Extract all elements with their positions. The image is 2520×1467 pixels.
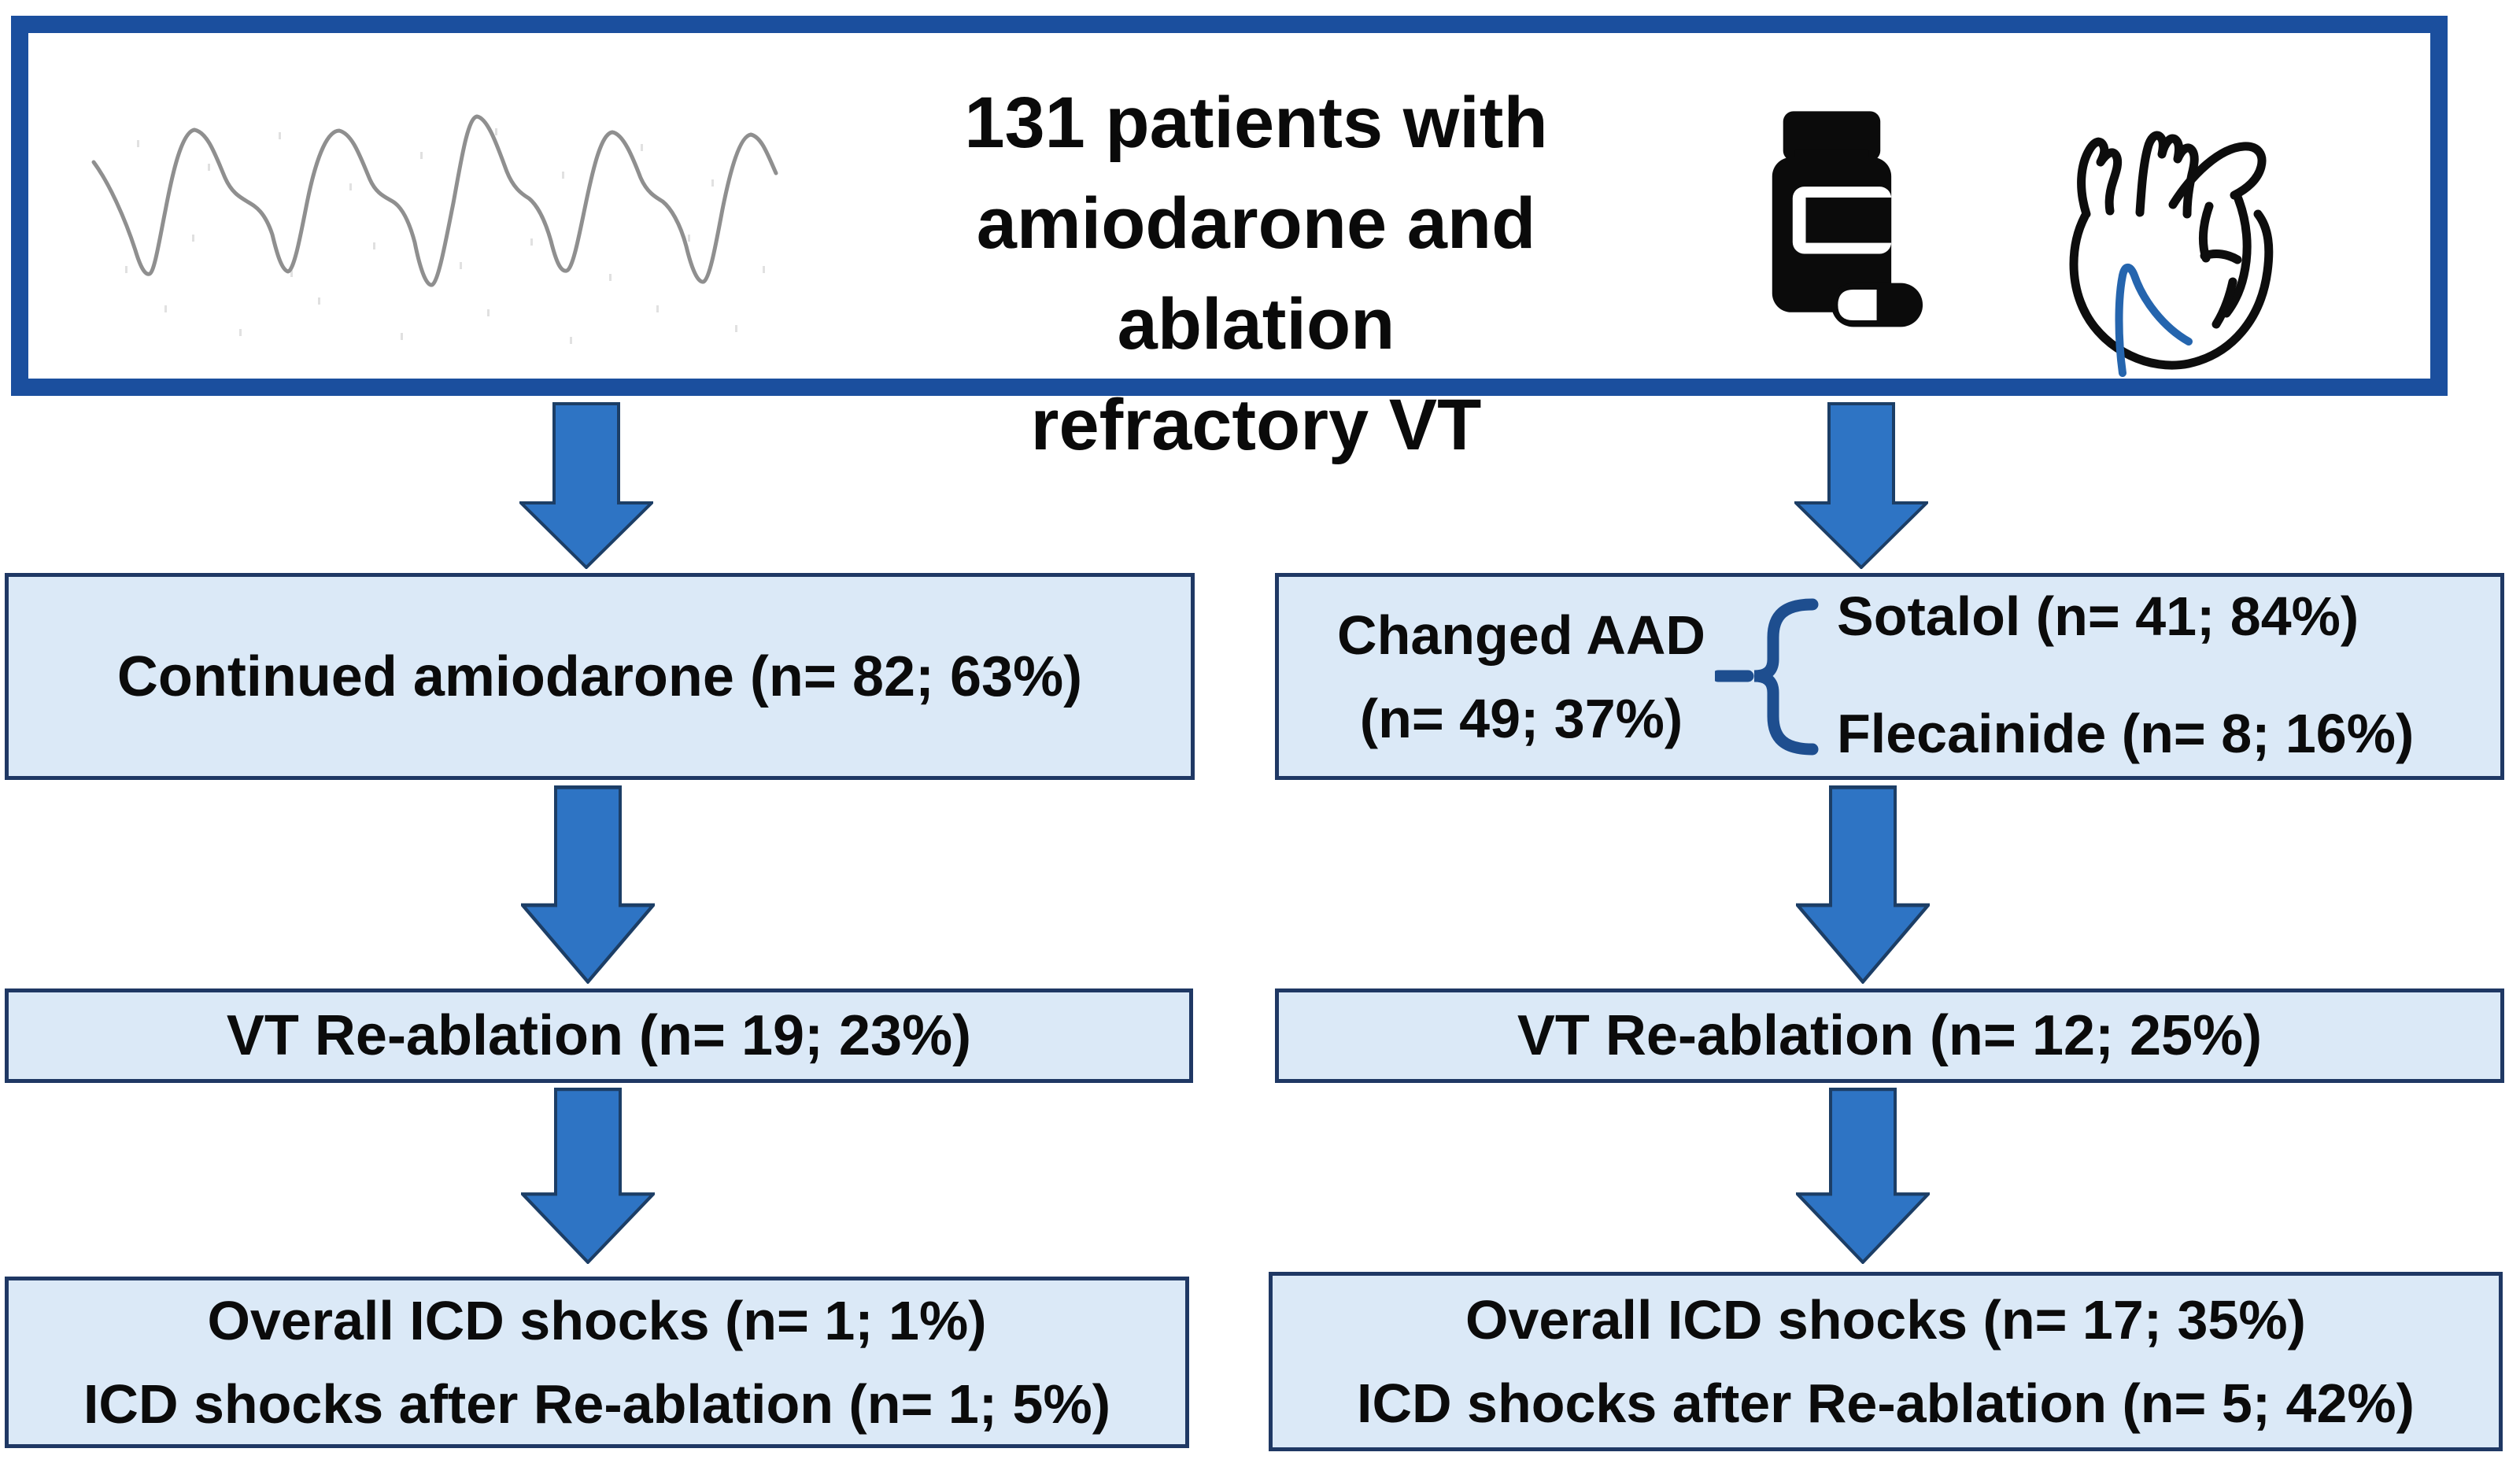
down-arrow [521, 1088, 655, 1264]
down-arrow [521, 785, 655, 984]
right-reablation-box: VT Re-ablation (n= 12; 25%) [1275, 988, 2504, 1083]
left-icd-line-1: Overall ICD shocks (n= 1; 1%) [207, 1290, 987, 1351]
down-arrow [1794, 402, 1928, 569]
continued-amiodarone-box: Continued amiodarone (n= 82; 63%) [5, 573, 1195, 780]
changed-aad-line-1: Changed AAD [1337, 604, 1705, 666]
down-arrow [1796, 1088, 1930, 1264]
page-title: 131 patients with amiodarone and ablatio… [839, 72, 1673, 475]
changed-aad-label: Changed AAD (n= 49; 37%) [1332, 593, 1710, 760]
continued-amiodarone-label: Continued amiodarone (n= 82; 63%) [116, 645, 1083, 708]
option-sotalol: Sotalol (n= 41; 84%) [1837, 586, 2359, 647]
title-line-2: amiodarone and ablation [976, 183, 1536, 364]
left-icd-line-2: ICD shocks after Re-ablation (n= 1; 5%) [83, 1373, 1110, 1435]
pill-bottle-icon [1772, 111, 1923, 327]
brace-icon [1715, 598, 1819, 755]
ecg-trace-icon [91, 114, 778, 344]
header-box: 131 patients with amiodarone and ablatio… [11, 16, 2448, 465]
heart-with-lead-icon [2069, 131, 2274, 377]
aad-options: Sotalol (n= 41; 84%) Flecainide (n= 8; 1… [1831, 577, 2500, 776]
right-icd-line-1: Overall ICD shocks (n= 17; 35%) [1465, 1289, 2306, 1351]
title-line-3: refractory VT [1030, 385, 1482, 465]
left-icd-shocks-box: Overall ICD shocks (n= 1; 1%) ICD shocks… [5, 1277, 1189, 1448]
down-arrow [1796, 785, 1930, 984]
changed-aad-line-2: (n= 49; 37%) [1359, 687, 1683, 749]
right-icd-line-2: ICD shocks after Re-ablation (n= 5; 42%) [1357, 1373, 2415, 1434]
title-line-1: 131 patients with [964, 83, 1548, 163]
right-reablation-label: VT Re-ablation (n= 12; 25%) [1517, 1004, 2263, 1067]
left-reablation-label: VT Re-ablation (n= 19; 23%) [226, 1004, 972, 1067]
down-arrow [519, 402, 653, 569]
left-reablation-box: VT Re-ablation (n= 19; 23%) [5, 988, 1193, 1083]
option-flecainide: Flecainide (n= 8; 16%) [1837, 703, 2415, 764]
changed-aad-box: Changed AAD (n= 49; 37%) Sotalol (n= 41;… [1275, 573, 2504, 780]
right-icd-shocks-box: Overall ICD shocks (n= 17; 35%) ICD shoc… [1269, 1272, 2503, 1451]
